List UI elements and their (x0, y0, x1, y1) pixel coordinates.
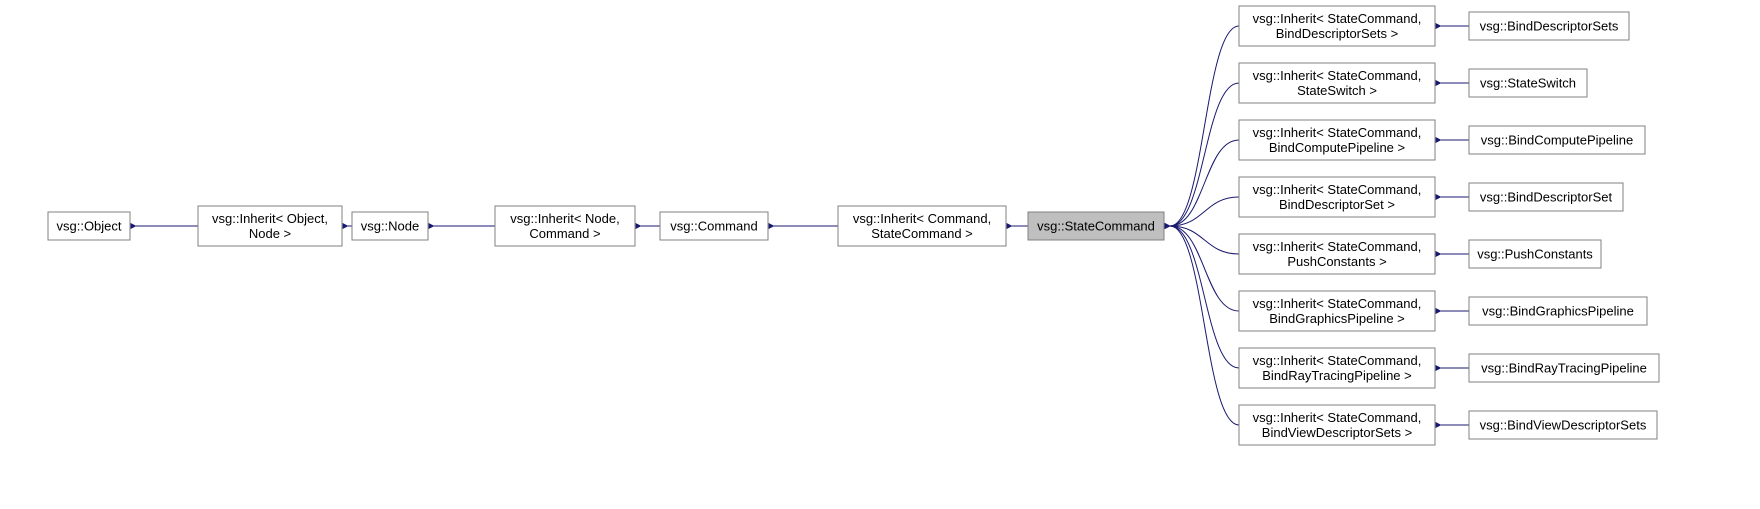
class-node-label: vsg::StateCommand (1037, 219, 1155, 234)
class-node-label: vsg::Node (361, 219, 420, 234)
class-node-label: vsg::Inherit< Command, (853, 211, 991, 226)
class-node-ih_ss[interactable]: vsg::Inherit< StateCommand,StateSwitch > (1239, 63, 1435, 103)
class-node-leaf_bds[interactable]: vsg::BindDescriptorSets (1469, 12, 1629, 40)
class-node-leaf_bvds[interactable]: vsg::BindViewDescriptorSets (1469, 411, 1657, 439)
class-node-label: BindRayTracingPipeline > (1262, 368, 1411, 383)
class-node-label: Node > (249, 226, 291, 241)
class-node-label: Command > (529, 226, 600, 241)
class-node-ih_bdset[interactable]: vsg::Inherit< StateCommand,BindDescripto… (1239, 177, 1435, 217)
class-node-label: vsg::Inherit< StateCommand, (1253, 68, 1422, 83)
class-node-label: vsg::Inherit< StateCommand, (1253, 125, 1422, 140)
class-node-label: vsg::Inherit< StateCommand, (1253, 353, 1422, 368)
class-node-label: BindViewDescriptorSets > (1262, 425, 1412, 440)
class-node-statecommand[interactable]: vsg::StateCommand (1028, 212, 1164, 240)
class-node-label: vsg::BindComputePipeline (1481, 133, 1633, 148)
class-node-label: vsg::BindDescriptorSet (1480, 190, 1613, 205)
class-node-label: vsg::Command (670, 219, 757, 234)
class-hierarchy-diagram: vsg::Objectvsg::Inherit< Object,Node >vs… (0, 0, 1760, 509)
inheritance-edge (1170, 226, 1239, 425)
class-node-leaf_brt[interactable]: vsg::BindRayTracingPipeline (1469, 354, 1659, 382)
class-node-label: vsg::BindDescriptorSets (1480, 19, 1619, 34)
class-node-label: vsg::Inherit< StateCommand, (1253, 239, 1422, 254)
class-node-label: vsg::BindRayTracingPipeline (1481, 361, 1647, 376)
inheritance-edge (1170, 226, 1239, 254)
class-node-label: vsg::Inherit< StateCommand, (1253, 182, 1422, 197)
class-node-label: vsg::Inherit< StateCommand, (1253, 11, 1422, 26)
class-node-label: vsg::Inherit< Node, (510, 211, 619, 226)
class-node-label: vsg::Inherit< Object, (212, 211, 328, 226)
class-node-label: vsg::Object (56, 219, 121, 234)
class-node-leaf_bcp[interactable]: vsg::BindComputePipeline (1469, 126, 1645, 154)
inheritance-edge (1170, 26, 1239, 226)
class-node-label: BindDescriptorSet > (1279, 197, 1395, 212)
class-node-label: StateCommand > (871, 226, 973, 241)
class-node-label: vsg::Inherit< StateCommand, (1253, 296, 1422, 311)
class-node-ih_bcp[interactable]: vsg::Inherit< StateCommand,BindComputePi… (1239, 120, 1435, 160)
class-node-label: PushConstants > (1287, 254, 1386, 269)
class-node-inherit_node_cmd[interactable]: vsg::Inherit< Node,Command > (495, 206, 635, 246)
class-node-leaf_ss[interactable]: vsg::StateSwitch (1469, 69, 1587, 97)
class-node-ih_bds[interactable]: vsg::Inherit< StateCommand,BindDescripto… (1239, 6, 1435, 46)
class-node-label: StateSwitch > (1297, 83, 1377, 98)
inheritance-edge (1170, 83, 1239, 226)
class-node-label: vsg::BindViewDescriptorSets (1480, 418, 1647, 433)
class-node-label: vsg::Inherit< StateCommand, (1253, 410, 1422, 425)
class-node-label: vsg::BindGraphicsPipeline (1482, 304, 1634, 319)
class-node-leaf_pc[interactable]: vsg::PushConstants (1469, 240, 1601, 268)
inheritance-edge (1170, 226, 1239, 368)
class-node-object[interactable]: vsg::Object (48, 212, 130, 240)
class-node-node[interactable]: vsg::Node (352, 212, 428, 240)
class-node-label: BindComputePipeline > (1269, 140, 1405, 155)
class-node-leaf_bgp[interactable]: vsg::BindGraphicsPipeline (1469, 297, 1647, 325)
nodes-group: vsg::Objectvsg::Inherit< Object,Node >vs… (48, 6, 1659, 445)
class-node-ih_bvds[interactable]: vsg::Inherit< StateCommand,BindViewDescr… (1239, 405, 1435, 445)
class-node-command[interactable]: vsg::Command (660, 212, 768, 240)
class-node-label: vsg::StateSwitch (1480, 76, 1576, 91)
class-node-ih_bgp[interactable]: vsg::Inherit< StateCommand,BindGraphicsP… (1239, 291, 1435, 331)
class-node-inherit_cmd_sc[interactable]: vsg::Inherit< Command,StateCommand > (838, 206, 1006, 246)
class-node-label: BindDescriptorSets > (1276, 26, 1398, 41)
class-node-inherit_obj_node[interactable]: vsg::Inherit< Object,Node > (198, 206, 342, 246)
class-node-label: vsg::PushConstants (1477, 247, 1593, 262)
class-node-label: BindGraphicsPipeline > (1269, 311, 1405, 326)
class-node-leaf_bdset[interactable]: vsg::BindDescriptorSet (1469, 183, 1623, 211)
class-node-ih_pc[interactable]: vsg::Inherit< StateCommand,PushConstants… (1239, 234, 1435, 274)
class-node-ih_brt[interactable]: vsg::Inherit< StateCommand,BindRayTracin… (1239, 348, 1435, 388)
